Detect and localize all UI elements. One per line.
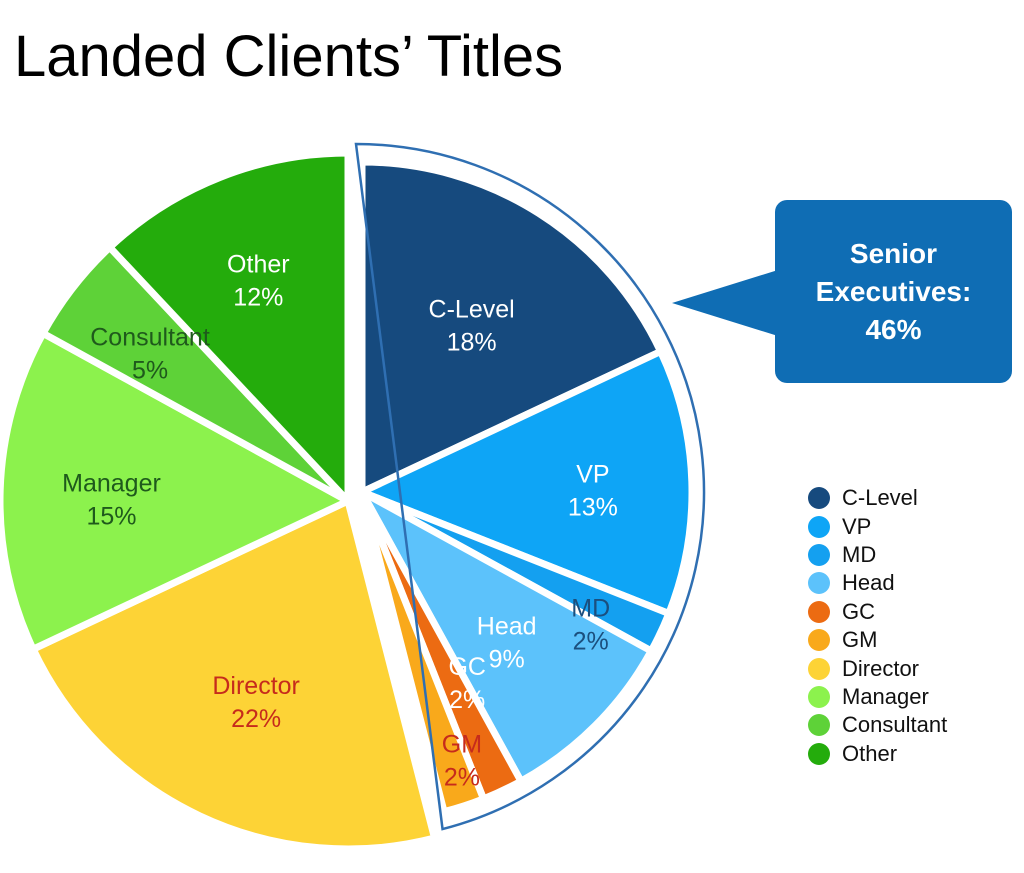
slice-value-manager: 15%: [86, 503, 136, 531]
legend-label: Other: [842, 740, 898, 766]
slice-value-md: 2%: [573, 627, 609, 655]
legend-label: GM: [842, 627, 878, 653]
slice-label-head: Head: [477, 613, 537, 641]
legend-label: VP: [842, 513, 872, 539]
slice-label-gm: GM: [442, 731, 482, 759]
senior-executives-outline: [354, 142, 706, 831]
pie-slices: [0, 149, 696, 853]
slice-labels: C-Level 18% VP 13% MD 2% Head 9%GC 2% GM 2% Directo…: [62, 251, 618, 792]
legend-item-director: Director: [808, 654, 947, 682]
legend-item-gc: GC: [808, 598, 947, 626]
legend-label: C-Level: [842, 485, 918, 511]
slice-value-gc: 2%: [449, 686, 485, 714]
legend-swatch: [808, 543, 830, 566]
slice-label-c-level: C-Level: [429, 295, 515, 323]
legend-item-md: MD: [808, 541, 947, 569]
slice-gm: [358, 488, 487, 816]
slice-value-head: 9%: [489, 646, 525, 674]
legend-swatch: [808, 572, 830, 595]
legend-item-manager: Manager: [808, 683, 947, 711]
slice-value-gm: 2%: [444, 764, 480, 792]
legend-item-gm: GM: [808, 626, 947, 654]
callout-line-1: Senior: [849, 237, 938, 269]
slice-label-manager: Manager: [62, 470, 161, 498]
slice-value-director: 22%: [231, 705, 281, 733]
chart-title: Landed Clients’ Titles: [14, 24, 564, 89]
callout-pointer: [672, 270, 778, 336]
legend-swatch: [808, 742, 830, 765]
slice-value-consultant: 5%: [132, 356, 168, 384]
legend-item-consultant: Consultant: [808, 711, 947, 739]
legend-label: Manager: [842, 683, 929, 709]
legend-swatch: [808, 629, 830, 652]
slice-label-director: Director: [212, 672, 300, 700]
legend-swatch: [808, 600, 830, 623]
slice-c-level: [358, 158, 665, 496]
legend-swatch: [808, 487, 830, 510]
slice-label-vp: VP: [576, 461, 609, 489]
legend-item-head: Head: [808, 569, 947, 597]
slice-value-other: 12%: [233, 284, 283, 312]
slice-director: [29, 497, 439, 853]
chart-legend: C-Level VP MD Head GC GM Director Manager Consul…: [808, 484, 947, 768]
legend-swatch: [808, 685, 830, 708]
slice-value-vp: 13%: [568, 494, 618, 522]
legend-item-vp: VP: [808, 512, 947, 540]
legend-item-other: Other: [808, 740, 947, 768]
slice-head: [358, 488, 655, 785]
callout-line-3: 46%: [865, 313, 922, 345]
legend-label: Director: [842, 655, 920, 681]
legend-swatch: [808, 515, 830, 538]
slice-label-md: MD: [571, 594, 610, 622]
legend-label: MD: [842, 541, 877, 567]
legend-label: Consultant: [842, 712, 948, 738]
slice-label-gc: GC: [448, 653, 486, 681]
senior-executives-callout: Senior Executives: 46%: [775, 200, 1012, 383]
slice-other: [106, 149, 352, 505]
callout-line-2: Executives:: [815, 275, 972, 307]
slice-vp: [358, 347, 696, 617]
slice-label-other: Other: [227, 251, 290, 279]
legend-swatch: [808, 657, 830, 680]
legend-item-c-level: C-Level: [808, 484, 947, 512]
slice-value-c-level: 18%: [447, 328, 497, 356]
legend-swatch: [808, 714, 830, 737]
legend-label: GC: [842, 598, 875, 624]
slice-label-consultant: Consultant: [90, 323, 210, 351]
slice-manager: [0, 329, 352, 653]
legend-label: Head: [842, 570, 895, 596]
